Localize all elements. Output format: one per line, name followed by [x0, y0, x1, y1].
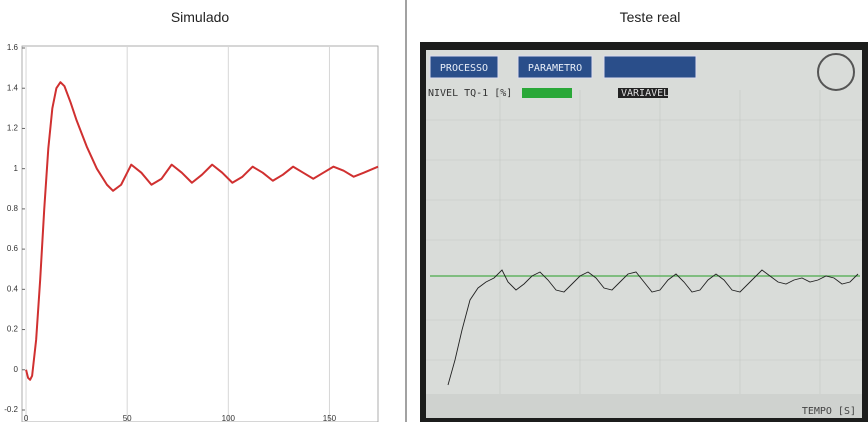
plot-area	[22, 46, 378, 422]
y-tick-label: 0.8	[7, 204, 19, 213]
y-tick-label: 0	[14, 365, 19, 374]
y-tick-label: 1.4	[7, 83, 19, 92]
photo: PROCESSO PARAMETRO NIVEL TQ-1 [%] VARIAV…	[420, 42, 868, 422]
y-tick-label: 1.6	[7, 43, 19, 52]
screen-footer	[426, 394, 862, 418]
y-tick-label: 0.4	[7, 284, 19, 293]
x-tick-label: 50	[123, 414, 132, 422]
x-tick-label: 100	[222, 414, 236, 422]
x-tick-label: 150	[323, 414, 337, 422]
y-tick-label: 1.2	[7, 124, 19, 133]
screen-variable: VARIAVEL	[621, 88, 669, 99]
y-tick-label: 1	[14, 164, 19, 173]
y-tick-label: 0.2	[7, 325, 19, 334]
screen-button	[604, 56, 696, 78]
y-tick-label: -0.2	[4, 405, 18, 414]
screen-axis-label: TEMPO [S]	[802, 406, 856, 417]
screen-label: NIVEL TQ-1 [%]	[428, 88, 512, 99]
x-tick-label: 0	[24, 414, 29, 422]
chart: Simulado Teste real PROCESSO PARAMETRO N…	[0, 0, 868, 422]
y-tick-label: 0.6	[7, 244, 19, 253]
screen	[426, 50, 862, 418]
panel-title: Teste real	[620, 9, 681, 25]
panel-title: Simulado	[171, 9, 230, 25]
screen-button-label: PROCESSO	[440, 63, 488, 74]
screen-indicator	[522, 88, 572, 98]
figure: Simulado Teste real PROCESSO PARAMETRO N…	[0, 0, 868, 422]
screen-button-label: PARAMETRO	[528, 63, 582, 74]
